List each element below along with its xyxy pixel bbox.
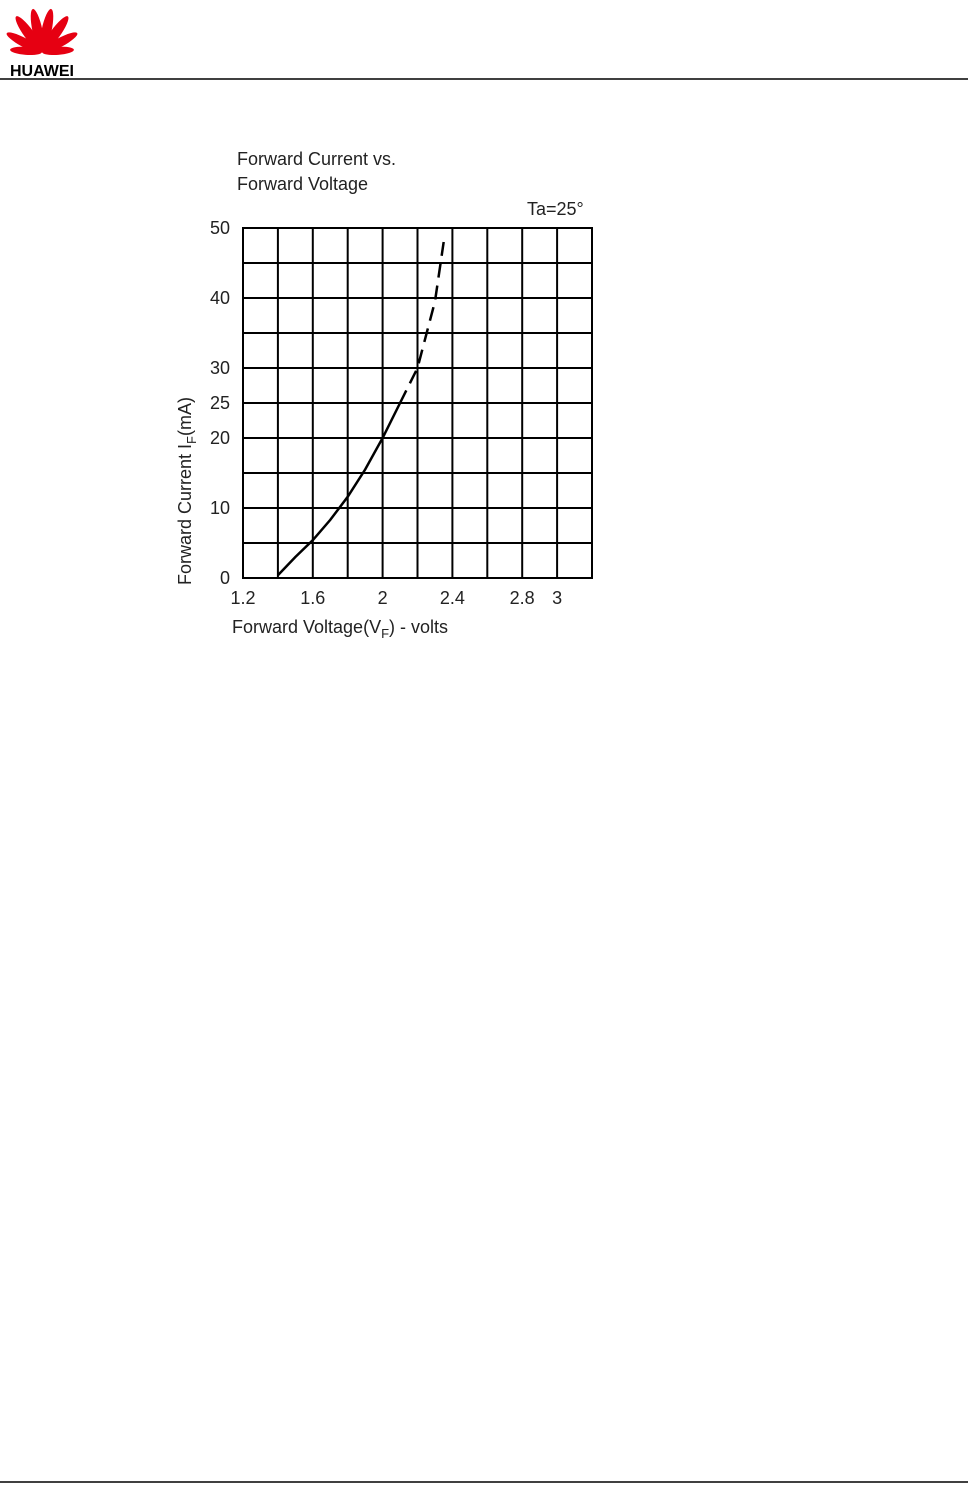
- x-tick-label: 2: [378, 588, 388, 608]
- x-tick-label: 3: [552, 588, 562, 608]
- y-tick-label: 25: [210, 393, 230, 413]
- x-axis-label: Forward Voltage(VF) - volts: [232, 617, 448, 641]
- x-tick-label: 2.8: [510, 588, 535, 608]
- logo-text: HUAWEI: [10, 63, 74, 80]
- data-line: [398, 241, 445, 404]
- logo: [6, 8, 78, 56]
- x-tick-label: 2.4: [440, 588, 465, 608]
- y-axis-label: Forward Current IF(mA): [175, 397, 199, 585]
- y-tick-label: 10: [210, 498, 230, 518]
- chart-title: Forward Voltage: [237, 174, 368, 194]
- x-tick-label: 1.6: [300, 588, 325, 608]
- y-tick-label: 0: [220, 568, 230, 588]
- y-tick-label: 30: [210, 358, 230, 378]
- data-line: [276, 402, 402, 577]
- y-tick-label: 20: [210, 428, 230, 448]
- x-tick-label: 1.2: [230, 588, 255, 608]
- annotation: Ta=25°: [527, 199, 584, 219]
- chart-title: Forward Current vs.: [237, 149, 396, 169]
- y-tick-label: 50: [210, 218, 230, 238]
- y-tick-label: 40: [210, 288, 230, 308]
